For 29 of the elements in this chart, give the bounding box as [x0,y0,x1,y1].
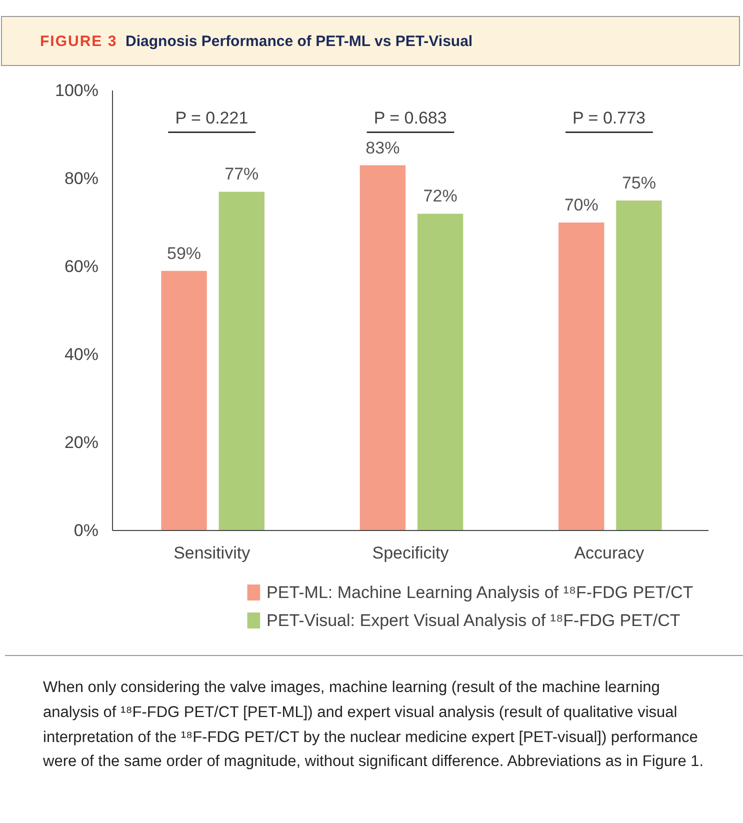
bar [360,165,406,530]
x-tick-label: Specificity [372,544,450,562]
chart-title: Diagnosis Performance of PET-ML vs PET-Visual [126,33,473,50]
bar [417,214,464,530]
bar [616,200,662,530]
annotation: P = 0.221 [175,108,248,128]
text: 83% [366,138,400,158]
y-tick-label: 40% [64,345,99,364]
legend-label: PET-Visual: Expert Visual Analysis of ¹⁸F-FDG PET/CT [266,611,680,630]
caption: FIGURE 3 [40,33,118,50]
bar [161,270,207,530]
x-tick-label: Accuracy [574,544,645,562]
legend-label: PET-ML: Machine Learning Analysis of ¹⁸F-FDG PET/CT [266,583,694,602]
text: 72% [423,186,458,206]
text: 70% [564,196,598,214]
y-tick-label: 20% [64,433,99,452]
text: When only considering the valve images, machine learning (result of the machine learning analysis of ¹⁸F-FDG PET/CT [PET-ML]) and expert visual analysis (result of qualitative visual interpretation of the ¹⁸F-FDG PET/CT by the nuclear medicine expert [PET-visual]) performance were of the same order of magnitude, without significant difference. Abbreviations as in Figure 1. [5,655,743,776]
text: 59% [167,244,202,263]
text: 77% [224,164,259,184]
y-tick-label: 0% [74,521,99,540]
y-tick-label: 60% [64,257,99,276]
annotation: P = 0.773 [572,108,646,128]
bar [558,222,604,530]
x-tick-label: Sensitivity [174,544,251,562]
annotation: P = 0.683 [374,108,447,128]
bar [218,192,264,530]
y-tick-label: 80% [64,169,99,188]
y-tick-label: 100% [55,81,99,100]
text: 75% [622,174,656,192]
